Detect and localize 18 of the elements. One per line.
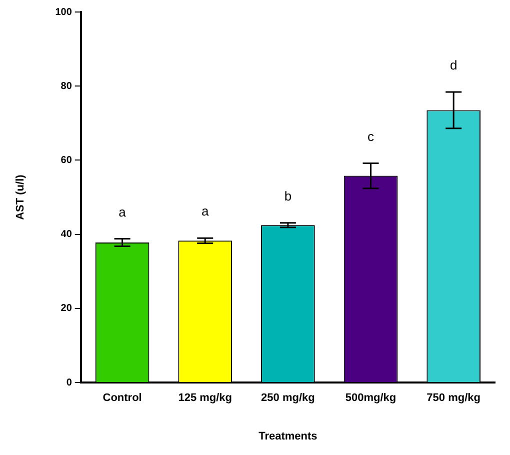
annotation: a [118,204,127,220]
x-tick-label: 250 mg/kg [261,392,315,404]
x-tick-label: Control [102,392,142,404]
x-axis-title: Treatments [258,430,318,442]
y-axis-title: AST (u/l) [14,174,27,220]
annotation: c [368,128,375,144]
y-tick-label: 80 [60,80,72,92]
x-tick-label: 500mg/kg [345,392,396,404]
y-tick-label: 100 [55,6,72,18]
y-tick-label: 60 [60,154,72,166]
annotation: d [450,58,458,73]
x-tick-label: 750 mg/kg [426,392,480,404]
y-tick-label: 40 [60,229,72,240]
x-tick-label: 125 mg/kg [178,392,232,404]
annotation: a [202,204,210,219]
y-tick-label: 0 [66,377,72,388]
annotation: b [284,188,292,204]
y-tick-label: 20 [60,303,72,314]
